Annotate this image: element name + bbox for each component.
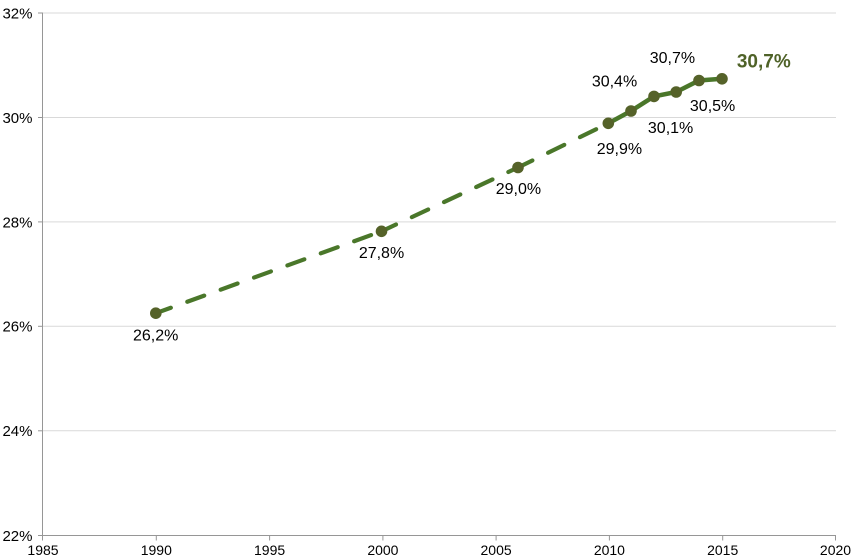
svg-text:26%: 26% <box>2 319 32 336</box>
svg-text:1985: 1985 <box>27 542 58 558</box>
svg-text:24%: 24% <box>2 423 32 440</box>
svg-text:30,7%: 30,7% <box>650 50 695 67</box>
svg-text:2000: 2000 <box>367 542 398 558</box>
svg-text:32%: 32% <box>2 5 32 22</box>
svg-text:2005: 2005 <box>481 542 512 558</box>
svg-text:30%: 30% <box>2 110 32 127</box>
svg-text:30,4%: 30,4% <box>592 74 637 91</box>
svg-text:2020: 2020 <box>820 542 851 558</box>
svg-text:29,0%: 29,0% <box>496 181 541 198</box>
svg-text:1995: 1995 <box>254 542 285 558</box>
svg-text:30,7%: 30,7% <box>737 52 791 73</box>
svg-text:30,5%: 30,5% <box>690 98 735 115</box>
svg-text:1990: 1990 <box>141 542 172 558</box>
svg-text:2015: 2015 <box>707 542 738 558</box>
svg-text:2010: 2010 <box>594 542 625 558</box>
svg-text:27,8%: 27,8% <box>359 245 404 262</box>
svg-text:22%: 22% <box>2 528 32 545</box>
svg-text:28%: 28% <box>2 214 32 231</box>
svg-text:30,1%: 30,1% <box>648 120 693 137</box>
svg-text:26,2%: 26,2% <box>133 328 178 345</box>
svg-text:29,9%: 29,9% <box>597 141 642 158</box>
